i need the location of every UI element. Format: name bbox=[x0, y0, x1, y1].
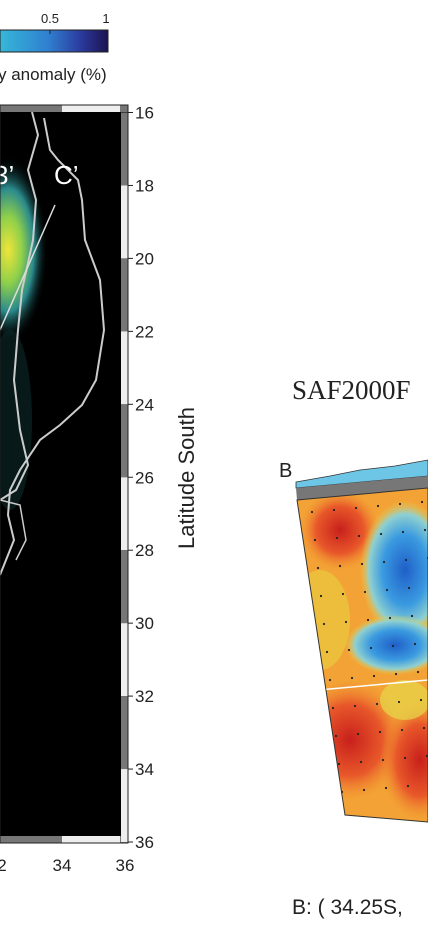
grid-node bbox=[335, 536, 339, 540]
grid-node bbox=[350, 676, 354, 680]
grid-node bbox=[338, 564, 342, 568]
section-title: SAF2000F bbox=[292, 375, 411, 405]
grid-node bbox=[407, 586, 411, 590]
grid-node bbox=[347, 648, 351, 652]
y-tick-label: 26 bbox=[135, 468, 154, 487]
coastline bbox=[0, 111, 40, 501]
grid-node bbox=[422, 726, 426, 730]
section-label: B bbox=[279, 460, 292, 482]
grid-node bbox=[366, 618, 370, 622]
grid-node bbox=[344, 620, 348, 624]
grid-node bbox=[328, 678, 332, 682]
frame bbox=[62, 105, 120, 112]
colorbar-label: y anomaly (%) bbox=[0, 65, 107, 84]
grid-node bbox=[381, 758, 385, 762]
grid-node bbox=[363, 590, 367, 594]
map-frame bbox=[0, 104, 129, 844]
grid-node bbox=[406, 784, 410, 788]
grid-node bbox=[378, 730, 382, 734]
section-caption: B: ( 34.25S, bbox=[292, 896, 403, 919]
grid-node bbox=[337, 762, 341, 766]
y-tick-label: 18 bbox=[135, 176, 154, 195]
grid-node bbox=[369, 646, 373, 650]
grid-node bbox=[385, 588, 389, 592]
frame bbox=[121, 696, 128, 770]
grid-node bbox=[403, 756, 407, 760]
grid-node bbox=[362, 788, 366, 792]
frame bbox=[121, 112, 128, 186]
grid-node bbox=[423, 528, 427, 532]
grid-node bbox=[391, 644, 395, 648]
y-tick-label: 28 bbox=[135, 541, 154, 560]
x-tick-label: 36 bbox=[116, 856, 135, 875]
profile-label: C’ bbox=[54, 160, 79, 190]
grid-node bbox=[319, 594, 323, 598]
grid-node bbox=[316, 566, 320, 570]
grid-node bbox=[359, 760, 363, 764]
section-crust bbox=[296, 476, 428, 500]
y-tick-label: 30 bbox=[135, 614, 154, 633]
grid-node bbox=[356, 732, 360, 736]
border bbox=[0, 499, 27, 561]
y-tick-label: 16 bbox=[135, 104, 154, 123]
grid-node bbox=[331, 706, 335, 710]
grid-node bbox=[313, 538, 317, 542]
grid-node bbox=[341, 592, 345, 596]
y-tick-label: 34 bbox=[135, 760, 154, 779]
frame bbox=[121, 185, 128, 259]
grid-node bbox=[413, 642, 417, 646]
colorbar-tick-label: 1 bbox=[102, 11, 109, 26]
frame bbox=[121, 623, 128, 697]
x-tick-label: 2 bbox=[0, 856, 7, 875]
grid-node bbox=[398, 502, 402, 506]
grid-node bbox=[353, 704, 357, 708]
grid-node bbox=[410, 614, 414, 618]
grid-node bbox=[394, 672, 398, 676]
frame bbox=[121, 477, 128, 551]
frame bbox=[62, 836, 120, 843]
y-tick-label: 20 bbox=[135, 249, 154, 268]
grid-node bbox=[400, 728, 404, 732]
section-field bbox=[297, 488, 428, 822]
y-tick-label: 24 bbox=[135, 395, 154, 414]
y-tick-label: 36 bbox=[135, 833, 154, 852]
grid-node bbox=[375, 702, 379, 706]
x-tick-label: 34 bbox=[53, 856, 72, 875]
colorbar bbox=[0, 29, 109, 53]
grid-node bbox=[325, 650, 329, 654]
grid-node bbox=[372, 674, 376, 678]
grid-node bbox=[310, 510, 314, 514]
grid-node bbox=[382, 560, 386, 564]
frame bbox=[121, 331, 128, 405]
grid-node bbox=[357, 534, 361, 538]
grid-node bbox=[404, 558, 408, 562]
frame bbox=[121, 258, 128, 332]
grid-node bbox=[416, 670, 420, 674]
frame bbox=[121, 550, 128, 624]
grid-node bbox=[334, 734, 338, 738]
y-tick-label: 32 bbox=[135, 687, 154, 706]
colorbar-tick-label: 0.5 bbox=[41, 11, 59, 26]
grid-node bbox=[379, 532, 383, 536]
grid-node bbox=[397, 700, 401, 704]
grid-node bbox=[419, 698, 423, 702]
grid-node bbox=[360, 562, 364, 566]
grid-node bbox=[332, 508, 336, 512]
grid-node bbox=[401, 530, 405, 534]
grid-node bbox=[420, 500, 424, 504]
coastline bbox=[0, 117, 106, 576]
profile-label: 3’ bbox=[0, 160, 14, 190]
axis-label: Latitude South bbox=[174, 407, 199, 549]
frame bbox=[121, 769, 128, 842]
grid-node bbox=[354, 506, 358, 510]
frame bbox=[121, 404, 128, 478]
profile-line bbox=[0, 204, 56, 331]
section-frame bbox=[296, 487, 428, 823]
grid-node bbox=[388, 616, 392, 620]
grid-node bbox=[322, 622, 326, 626]
y-tick-label: 22 bbox=[135, 322, 154, 341]
grid-node bbox=[384, 786, 388, 790]
grid-node bbox=[376, 504, 380, 508]
